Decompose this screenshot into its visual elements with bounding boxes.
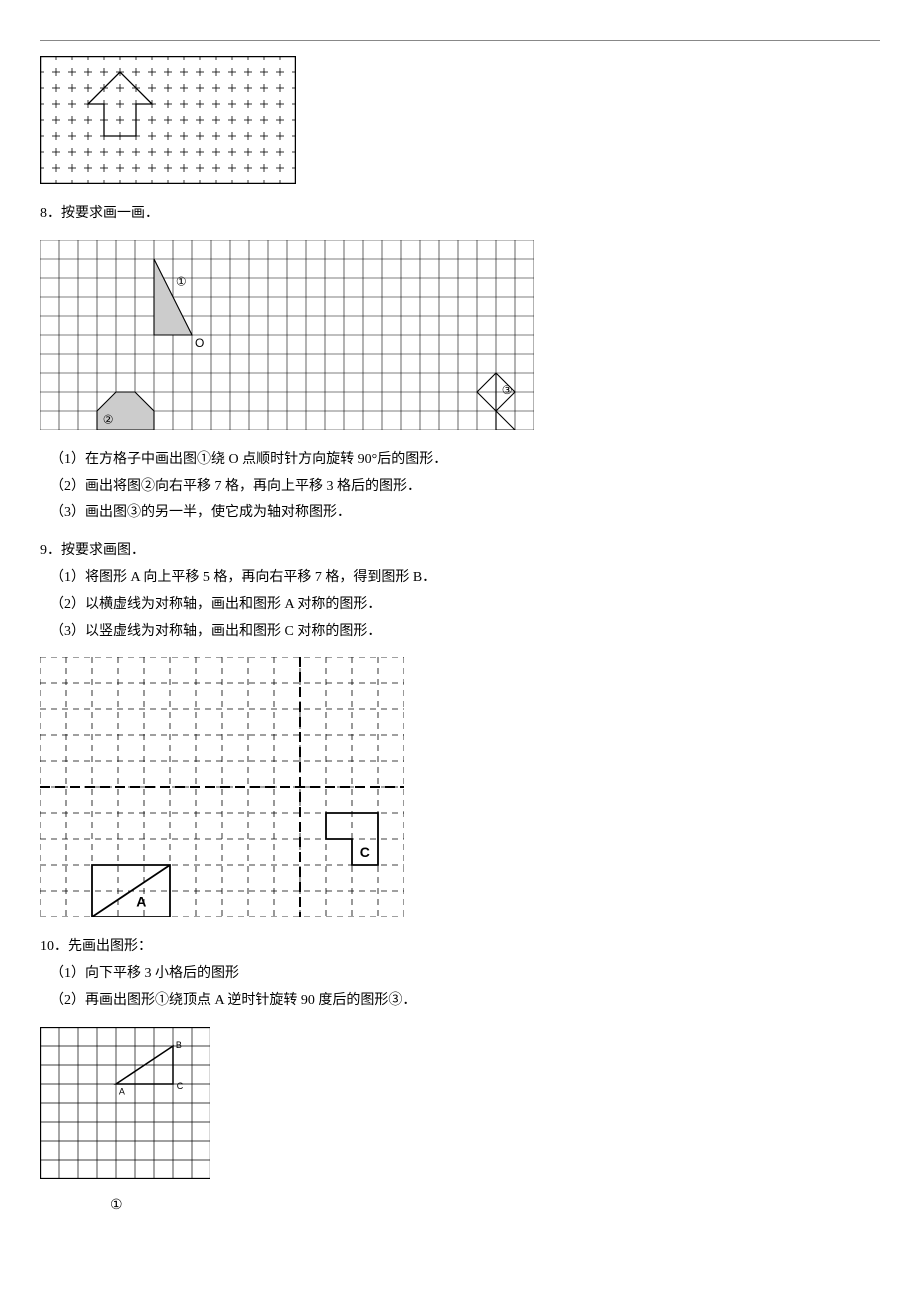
figure-p10: A B C	[40, 1027, 880, 1179]
p10-item-1: （1）向下平移 3 小格后的图形	[50, 962, 880, 986]
problem-10: 10．先画出图形： （1）向下平移 3 小格后的图形 （2）再画出图形①绕顶点 …	[40, 935, 880, 1012]
svg-p10: A B C	[40, 1027, 210, 1179]
p8-item-3: （3）画出图③的另一半，使它成为轴对称图形．	[50, 501, 880, 525]
p9-item-1: （1）将图形 A 向上平移 5 格，再向右平移 7 格，得到图形 B．	[50, 566, 880, 590]
svg-text:②: ②	[103, 412, 114, 426]
svg-text:B: B	[176, 1040, 182, 1050]
p8-num: 8	[40, 206, 47, 221]
p9-item-3: （3）以竖虚线为对称轴，画出和图形 C 对称的图形．	[50, 620, 880, 644]
p10-below-label: ①	[110, 1197, 880, 1214]
p8-item-1: （1）在方格子中画出图①绕 O 点顺时针方向旋转 90°后的图形．	[50, 448, 880, 472]
p9-item-2: （2）以横虚线为对称轴，画出和图形 A 对称的图形．	[50, 593, 880, 617]
figure-p9: AC	[40, 657, 880, 917]
p8-item-2: （2）画出将图②向右平移 7 格，再向上平移 3 格后的图形．	[50, 475, 880, 499]
svg-p8: O ① ② ③	[40, 240, 534, 430]
svg-text:③: ③	[502, 383, 513, 397]
figure-p8: O ① ② ③	[40, 240, 880, 430]
svg-text:A: A	[119, 1086, 125, 1096]
svg-p9: AC	[40, 657, 404, 917]
problem-8: 8．按要求画一画．	[40, 202, 880, 226]
svg-text:O: O	[195, 336, 204, 350]
svg-p7	[40, 56, 296, 184]
page-header-rule	[40, 40, 880, 41]
svg-text:C: C	[177, 1081, 184, 1091]
problem-8-items: （1）在方格子中画出图①绕 O 点顺时针方向旋转 90°后的图形． （2）画出将…	[40, 448, 880, 525]
svg-text:①: ①	[176, 274, 187, 288]
svg-text:A: A	[136, 894, 146, 910]
p10-title: ．先画出图形：	[54, 939, 152, 954]
p10-num: 10	[40, 939, 54, 954]
p8-title: ．按要求画一画．	[47, 206, 159, 221]
p10-item-2: （2）再画出图形①绕顶点 A 逆时针旋转 90 度后的图形③．	[50, 989, 880, 1013]
problem-9: 9．按要求画图． （1）将图形 A 向上平移 5 格，再向右平移 7 格，得到图…	[40, 539, 880, 643]
figure-p7	[40, 56, 880, 184]
svg-text:C: C	[360, 845, 370, 861]
p9-num: 9	[40, 543, 47, 558]
p9-title: ．按要求画图．	[47, 543, 145, 558]
